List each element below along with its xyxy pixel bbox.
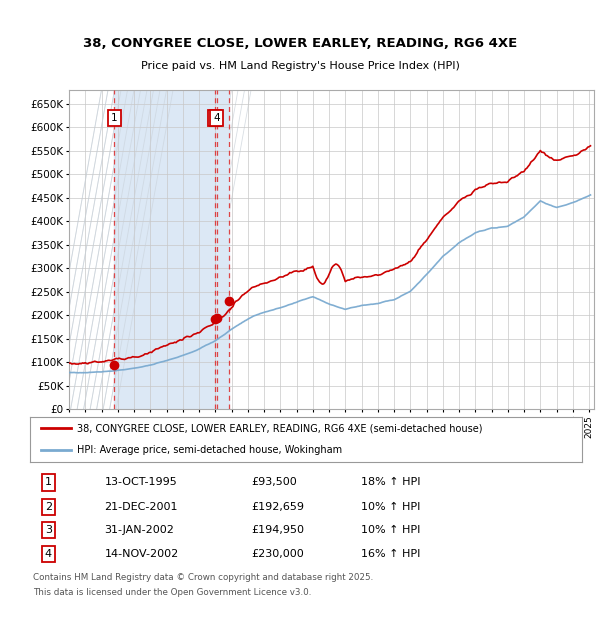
Text: 16% ↑ HPI: 16% ↑ HPI xyxy=(361,549,421,559)
Text: 10% ↑ HPI: 10% ↑ HPI xyxy=(361,502,421,512)
Text: 3: 3 xyxy=(212,113,218,123)
Bar xyxy=(114,90,229,409)
Text: 4: 4 xyxy=(214,113,220,123)
Text: 4: 4 xyxy=(44,549,52,559)
Text: This data is licensed under the Open Government Licence v3.0.: This data is licensed under the Open Gov… xyxy=(33,588,311,597)
Text: 18% ↑ HPI: 18% ↑ HPI xyxy=(361,477,421,487)
Text: Contains HM Land Registry data © Crown copyright and database right 2025.: Contains HM Land Registry data © Crown c… xyxy=(33,574,373,583)
Text: 3: 3 xyxy=(45,525,52,535)
Bar xyxy=(77,90,114,409)
Text: HPI: Average price, semi-detached house, Wokingham: HPI: Average price, semi-detached house,… xyxy=(77,445,342,455)
Text: 2: 2 xyxy=(44,502,52,512)
Text: 13-OCT-1995: 13-OCT-1995 xyxy=(104,477,177,487)
Text: 38, CONYGREE CLOSE, LOWER EARLEY, READING, RG6 4XE (semi-detached house): 38, CONYGREE CLOSE, LOWER EARLEY, READIN… xyxy=(77,423,482,433)
Text: 38, CONYGREE CLOSE, LOWER EARLEY, READING, RG6 4XE: 38, CONYGREE CLOSE, LOWER EARLEY, READIN… xyxy=(83,37,517,50)
Text: 14-NOV-2002: 14-NOV-2002 xyxy=(104,549,179,559)
Text: £194,950: £194,950 xyxy=(251,525,304,535)
Text: Price paid vs. HM Land Registry's House Price Index (HPI): Price paid vs. HM Land Registry's House … xyxy=(140,61,460,71)
Text: 1: 1 xyxy=(111,113,118,123)
Text: 1: 1 xyxy=(45,477,52,487)
Text: 31-JAN-2002: 31-JAN-2002 xyxy=(104,525,175,535)
Text: £93,500: £93,500 xyxy=(251,477,296,487)
Text: £230,000: £230,000 xyxy=(251,549,304,559)
Text: 10% ↑ HPI: 10% ↑ HPI xyxy=(361,525,421,535)
Text: £192,659: £192,659 xyxy=(251,502,304,512)
Text: 21-DEC-2001: 21-DEC-2001 xyxy=(104,502,178,512)
